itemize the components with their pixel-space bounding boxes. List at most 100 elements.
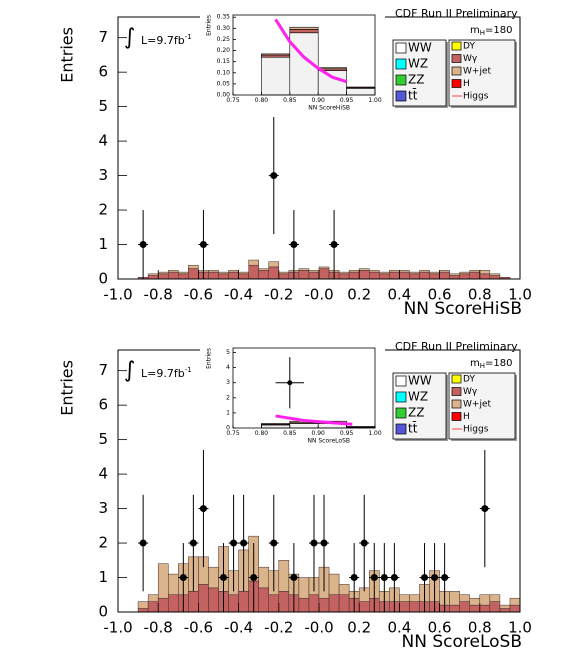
x-tick-label: 1.00	[368, 430, 382, 437]
histogram-bar	[168, 271, 179, 280]
histogram-bar	[479, 604, 491, 613]
x-tick-label: 0.2	[347, 619, 371, 637]
histogram-bar	[379, 273, 390, 280]
inset-bar	[261, 423, 291, 425]
x-tick-label: 0.95	[340, 430, 354, 437]
histogram-bar	[157, 563, 169, 599]
histogram-bar	[489, 273, 501, 276]
x-tick-label: -0.8	[144, 286, 173, 304]
y-tick-label: 4	[98, 465, 108, 483]
histogram-bar	[318, 266, 330, 269]
histogram-bar	[439, 270, 450, 273]
histogram-bar	[449, 275, 460, 280]
data-point	[230, 539, 238, 547]
data-point	[441, 574, 449, 582]
legend-label: W+jet	[463, 400, 491, 410]
y-tick-label: 2	[226, 394, 230, 401]
chart-title: CDF Run II Preliminary	[395, 340, 518, 353]
histogram-bar	[399, 271, 410, 280]
histogram-bar	[338, 273, 350, 280]
data-point	[179, 574, 187, 582]
data-point	[320, 539, 328, 547]
y-tick-label: 0.10	[217, 69, 231, 76]
data-point	[370, 574, 378, 582]
x-tick-label: 1.00	[368, 97, 382, 104]
inset-bar	[289, 29, 319, 34]
histogram-bar	[419, 271, 430, 280]
legend-label: W+jet	[463, 67, 491, 77]
histogram-bar	[258, 587, 270, 613]
inset-signal-line	[275, 414, 353, 426]
x-tick-label: -0.0	[304, 619, 333, 637]
inset-bar	[346, 88, 376, 96]
legend-label: Wγ	[463, 54, 478, 64]
legend-swatch	[451, 41, 462, 51]
histogram-bar	[238, 273, 249, 280]
x-tick-label: -0.6	[184, 619, 213, 637]
legend-label: ZZ	[408, 73, 424, 87]
lumi-exponent: -1	[185, 366, 192, 374]
histogram-bar	[157, 271, 169, 275]
data-point	[390, 574, 398, 582]
x-tick-label: 0.75	[226, 430, 240, 437]
inset-y-axis-label: Entries	[206, 348, 213, 369]
histogram-bar	[248, 259, 259, 266]
histogram-bar	[238, 271, 249, 275]
legend-label: Higgs	[463, 92, 489, 102]
x-tick-label: 0.4	[387, 286, 411, 304]
histogram-bar	[409, 594, 420, 602]
data-point	[330, 241, 338, 249]
histogram-bar	[469, 271, 481, 280]
histogram-bar	[147, 275, 159, 280]
legend-label: WW	[408, 41, 432, 55]
legend-label: WZ	[408, 390, 428, 404]
mass-value: =180	[485, 25, 512, 36]
lumi-label: L=9.7fb-1	[141, 33, 192, 47]
y-tick-label: 5	[98, 430, 108, 448]
legend-swatch	[451, 399, 462, 409]
histogram-bar	[258, 270, 270, 280]
inset-bar	[261, 56, 291, 96]
histogram-bar	[479, 270, 491, 275]
legend-swatch	[395, 90, 407, 102]
inset-y-axis-label: Entries	[206, 15, 213, 36]
lumi-text: L=9.7fb	[141, 367, 185, 380]
y-tick-label: 7	[98, 361, 108, 379]
x-tick-label: 0.6	[428, 286, 452, 304]
histogram-bar	[218, 271, 229, 275]
x-tick-label: 0.4	[387, 619, 411, 637]
histogram-bar	[499, 604, 511, 609]
data-point	[199, 241, 207, 249]
data-point	[290, 574, 298, 582]
x-tick-label: 0.8	[468, 619, 492, 637]
data-point	[287, 380, 293, 386]
histogram-bar	[449, 591, 460, 606]
legend-label: DY	[463, 375, 475, 385]
histogram-bar	[429, 273, 440, 280]
y-tick-label: 0	[98, 270, 108, 288]
inset-frame	[232, 347, 376, 429]
x-axis-label: NN ScoreHiSB	[404, 299, 522, 319]
histogram-bar	[298, 270, 310, 280]
inset-bar	[261, 53, 291, 56]
y-tick-label: 0.35	[217, 14, 231, 21]
histogram-bar	[208, 587, 219, 613]
legend-swatch	[395, 423, 407, 435]
histogram-bar	[328, 594, 340, 613]
legend-label: Higgs	[463, 425, 489, 435]
histogram-bar	[358, 601, 370, 613]
x-tick-label: -0.2	[264, 286, 293, 304]
histogram-bar	[369, 271, 380, 280]
y-tick-label: 4	[226, 364, 230, 371]
data-point	[360, 539, 368, 547]
y-tick-label: 0.15	[217, 58, 231, 65]
histogram-bar	[168, 573, 179, 596]
histogram-bar	[379, 271, 390, 275]
inset-frame	[232, 14, 376, 96]
inset-x-axis-label: NN ScoreHiSB	[308, 105, 350, 112]
x-tick-label: 0.8	[468, 286, 492, 304]
y-tick-label: 3	[98, 499, 108, 517]
histogram-bar	[228, 271, 239, 280]
histogram-bar	[348, 271, 360, 280]
histogram-bar	[147, 273, 159, 276]
